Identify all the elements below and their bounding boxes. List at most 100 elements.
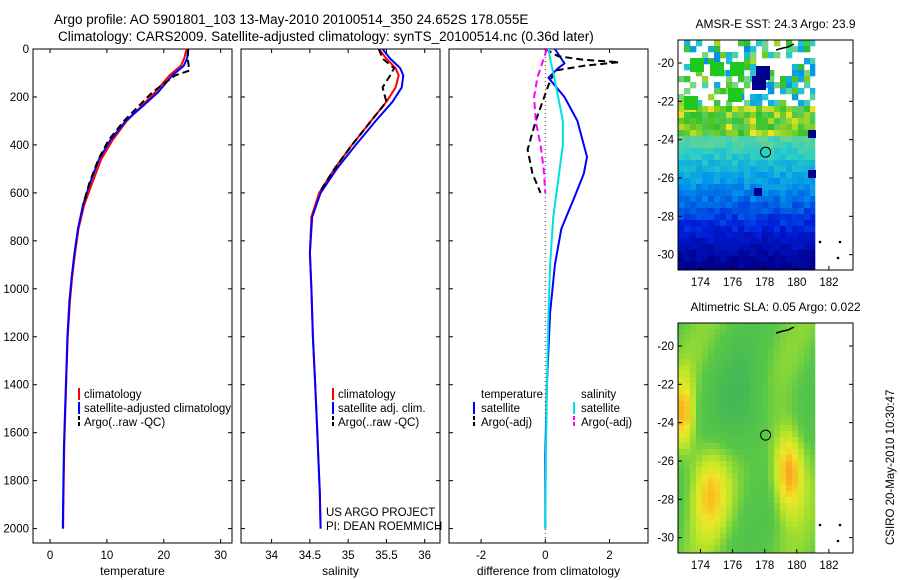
- map-pixel: [744, 76, 751, 83]
- map-pixel: [708, 172, 715, 179]
- map-pixel: [780, 413, 787, 420]
- map-pixel: [786, 112, 793, 119]
- map-pixel: [780, 371, 787, 378]
- map-pixel: [750, 124, 757, 131]
- map-pixel: [810, 58, 816, 65]
- map-pixel: [756, 377, 763, 384]
- map-pixel: [726, 425, 733, 432]
- map-pixel: [750, 166, 757, 173]
- map-pixel: [804, 443, 811, 450]
- map-pixel: [690, 389, 697, 396]
- map-pixel: [708, 154, 715, 161]
- map-pixel: [696, 353, 703, 360]
- map-pixel: [744, 545, 751, 552]
- map-pixel: [786, 389, 793, 396]
- map-pixel: [726, 172, 733, 179]
- map-pixel: [750, 118, 757, 125]
- legend-header: salinity: [581, 389, 616, 401]
- map-pixel: [780, 256, 787, 263]
- map-pixel: [744, 208, 751, 215]
- map-pixel: [726, 118, 733, 125]
- map-pixel: [756, 100, 763, 107]
- map-pixel: [756, 323, 763, 330]
- map-pixel: [792, 509, 799, 516]
- map-pixel: [786, 527, 793, 534]
- map-pixel: [708, 395, 715, 402]
- map-pixel: [708, 479, 715, 486]
- map-pixel: [714, 154, 721, 161]
- map-pixel: [720, 449, 727, 456]
- map-pixel: [696, 359, 703, 366]
- map-pixel: [690, 178, 697, 185]
- map-pixel: [738, 389, 745, 396]
- map-pixel: [678, 419, 685, 426]
- map-pixel: [762, 52, 769, 59]
- map-pixel: [720, 473, 727, 480]
- map-pixel: [750, 329, 757, 336]
- map-pixel: [732, 220, 739, 227]
- map-pixel: [786, 335, 793, 342]
- map-pixel: [792, 503, 799, 510]
- map-pixel: [708, 94, 715, 101]
- map-pixel: [696, 124, 703, 131]
- map-pixel: [768, 509, 775, 516]
- map-pixel: [750, 527, 757, 534]
- map-pixel: [792, 208, 799, 215]
- map-pixel: [732, 160, 739, 167]
- map-pixel: [702, 250, 709, 257]
- map-pixel: [738, 214, 745, 221]
- map-pixel: [774, 124, 781, 131]
- map-pixel: [690, 377, 697, 384]
- map-pixel: [744, 509, 751, 516]
- map-pixel: [714, 58, 721, 65]
- map-pixel: [744, 262, 751, 269]
- map-pixel: [744, 479, 751, 486]
- map-pixel: [744, 371, 751, 378]
- map-pixel: [696, 347, 703, 354]
- map-pixel: [708, 551, 715, 554]
- map-pixel: [768, 118, 775, 125]
- map-pixel: [798, 443, 805, 450]
- map-pixel: [714, 238, 721, 245]
- map-pixel: [768, 178, 775, 185]
- map-pixel: [720, 413, 727, 420]
- map-pixel: [756, 196, 763, 203]
- map-pixel: [732, 166, 739, 173]
- map-pixel: [804, 413, 811, 420]
- map-pixel: [798, 539, 805, 546]
- map-pixel: [810, 377, 816, 384]
- map-pixel: [696, 527, 703, 534]
- map-pixel: [780, 76, 787, 83]
- map-pixel: [786, 106, 793, 113]
- map-pixel: [756, 491, 763, 498]
- map-pixel: [804, 551, 811, 554]
- map-pixel: [804, 154, 811, 161]
- map-pixel: [714, 485, 721, 492]
- map-pixel: [690, 527, 697, 534]
- map-pixel: [696, 262, 703, 269]
- map-pixel: [756, 184, 763, 191]
- map-pixel: [756, 40, 763, 47]
- map-pixel: [678, 395, 685, 402]
- map-pixel: [768, 142, 775, 149]
- map-pixel: [810, 521, 816, 528]
- map-pixel: [804, 238, 811, 245]
- map-pixel: [678, 130, 685, 137]
- map-pixel: [810, 365, 816, 372]
- map-pixel: [750, 244, 757, 251]
- map-pixel: [786, 184, 793, 191]
- map-pixel: [750, 220, 757, 227]
- map-pixel: [678, 94, 685, 101]
- map-pixel: [678, 178, 685, 185]
- map-pixel: [696, 515, 703, 522]
- legend-entry: satellite adj. clim.: [338, 403, 426, 415]
- map-pixel: [678, 389, 685, 396]
- legend-entry: Argo(..raw -QC): [84, 417, 165, 429]
- map-pixel: [768, 401, 775, 408]
- map-pixel: [720, 232, 727, 239]
- map-pixel: [786, 395, 793, 402]
- map-pixel: [792, 401, 799, 408]
- map-pixel: [696, 190, 703, 197]
- map-title: AMSR-E SST: 24.3 Argo: 23.9: [695, 17, 855, 31]
- map-pixel: [804, 353, 811, 360]
